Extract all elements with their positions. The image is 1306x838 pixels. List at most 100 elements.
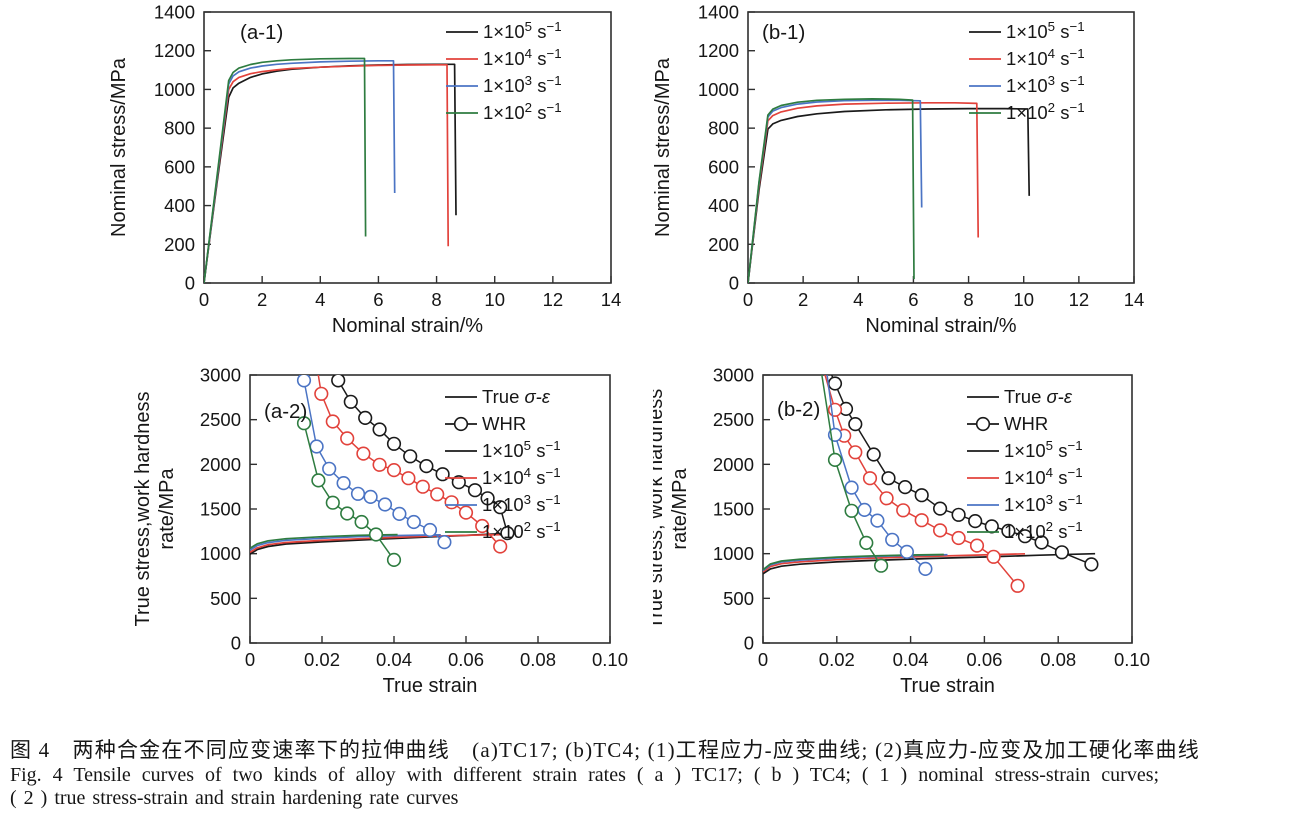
y-axis: 0 500 1000 1500 2000 2500 3000 bbox=[713, 365, 770, 654]
y-tick-label: 0 bbox=[185, 273, 195, 294]
x-axis: 0 2 4 6 8 10 12 14 bbox=[743, 276, 1144, 310]
series-line-true-stress-1e4 bbox=[763, 552, 1026, 573]
legend: True σ-ε WHR 1×105 s−1 1×104 s−1 1×103 s−1 1×… bbox=[445, 386, 561, 542]
series-marker-whr-1e4 bbox=[896, 503, 911, 518]
y-tick-label: 600 bbox=[708, 156, 739, 177]
y-tick-label: 2000 bbox=[713, 454, 754, 475]
y-tick-label: 3000 bbox=[200, 365, 241, 386]
y-axis: 0 200 400 600 800 1000 1200 1400 bbox=[698, 2, 755, 294]
x-tick-label: 0.08 bbox=[520, 649, 556, 670]
y-tick-label: 400 bbox=[164, 195, 195, 216]
legend: 1×105 s−1 1×104 s−1 1×103 s−1 1×102 s−1 bbox=[446, 19, 562, 123]
x-tick-label: 4 bbox=[853, 289, 863, 310]
series-marker-whr-1e2 bbox=[827, 452, 843, 467]
x-axis-label: True strain bbox=[383, 675, 478, 697]
legend-label: 1×103 s−1 bbox=[483, 73, 562, 96]
series-marker-whr-1e2 bbox=[874, 558, 889, 573]
series-marker-whr-1e3 bbox=[885, 532, 900, 547]
x-tick-label: 2 bbox=[257, 289, 267, 310]
legend-label: WHR bbox=[482, 413, 526, 434]
series-line-nominal-1e2 bbox=[204, 57, 367, 283]
x-tick-label: 0.06 bbox=[448, 649, 484, 670]
series-marker-whr-1e5 bbox=[403, 449, 418, 464]
x-tick-label: 0.02 bbox=[819, 649, 855, 670]
series-marker-whr-1e5 bbox=[984, 519, 999, 534]
legend-marker bbox=[453, 416, 469, 432]
series-marker-whr-1e5 bbox=[1054, 545, 1070, 560]
x-tick-label: 6 bbox=[373, 289, 383, 310]
series-marker-whr-1e4 bbox=[401, 471, 416, 486]
series-marker-whr-1e4 bbox=[372, 457, 387, 472]
series-layer bbox=[763, 375, 1099, 593]
y-tick-label: 1200 bbox=[154, 40, 195, 61]
series-marker-whr-1e3 bbox=[918, 561, 933, 576]
y-tick-label: 2500 bbox=[713, 409, 754, 430]
y-axis-label: True stress, work hardnessrate/MPa bbox=[653, 389, 691, 629]
x-axis-label: Nominal strain/% bbox=[332, 315, 483, 337]
series-marker-whr-1e3 bbox=[350, 486, 366, 501]
series-marker-whr-1e5 bbox=[343, 394, 358, 409]
legend-label: 1×105 s−1 bbox=[1006, 19, 1085, 42]
legend-label: 1×104 s−1 bbox=[482, 465, 561, 488]
series-line-nominal-1e4 bbox=[748, 101, 980, 283]
y-axis: 0 200 400 600 800 1000 1200 1400 bbox=[154, 2, 211, 294]
series-line-true-stress-1e5 bbox=[763, 552, 1096, 575]
series-marker-whr-1e5 bbox=[358, 410, 373, 425]
x-tick-label: 14 bbox=[1124, 289, 1145, 310]
legend-label: 1×105 s−1 bbox=[483, 19, 562, 42]
panel-label: (a-2) bbox=[264, 400, 307, 423]
series-marker-whr-1e3 bbox=[322, 461, 337, 476]
x-tick-label: 0 bbox=[199, 289, 209, 310]
y-tick-label: 200 bbox=[708, 234, 739, 255]
x-tick-label: 10 bbox=[484, 289, 505, 310]
y-tick-label: 1000 bbox=[713, 543, 754, 564]
y-tick-label: 1000 bbox=[200, 543, 241, 564]
y-tick-label: 0 bbox=[729, 273, 739, 294]
series-marker-whr-1e3 bbox=[377, 497, 393, 512]
series-marker-whr-1e2 bbox=[325, 495, 340, 510]
series-marker-whr-1e4 bbox=[458, 505, 474, 520]
y-tick-label: 0 bbox=[744, 633, 754, 654]
series-line-nominal-1e5 bbox=[204, 63, 457, 283]
x-tick-label: 0.08 bbox=[1040, 649, 1076, 670]
series-marker-whr-1e4 bbox=[493, 539, 508, 554]
series-marker-whr-1e5 bbox=[1084, 557, 1099, 572]
legend-label: 1×102 s−1 bbox=[1006, 100, 1085, 123]
series-marker-whr-1e3 bbox=[363, 489, 378, 504]
series-marker-whr-1e4 bbox=[969, 538, 985, 553]
y-tick-label: 600 bbox=[164, 156, 195, 177]
series-line-nominal-1e3 bbox=[204, 59, 396, 283]
y-tick-label: 500 bbox=[210, 588, 241, 609]
x-tick-label: 2 bbox=[798, 289, 808, 310]
y-axis: 0 500 1000 1500 2000 2500 3000 bbox=[200, 365, 257, 654]
legend-label: 1×104 s−1 bbox=[1006, 46, 1085, 69]
legend-label: 1×103 s−1 bbox=[1004, 492, 1083, 515]
series-marker-whr-1e4 bbox=[415, 479, 430, 494]
caption-english-line1: Fig. 4 Tensile curves of two kinds of al… bbox=[10, 764, 1160, 786]
chart-a2-true-stress-whr-tc17: 0 0.02 0.04 0.06 0.08 0.10 True strain 0 500 1000… bbox=[132, 365, 628, 698]
y-axis-label: Nominal stress/MPa bbox=[653, 57, 674, 237]
x-tick-label: 0.06 bbox=[966, 649, 1002, 670]
series-marker-whr-1e3 bbox=[406, 514, 421, 530]
panel-label: (b-1) bbox=[762, 21, 805, 44]
legend-label: 1×105 s−1 bbox=[482, 438, 561, 461]
series-marker-whr-1e5 bbox=[951, 507, 966, 522]
series-marker-whr-1e4 bbox=[475, 518, 490, 534]
x-tick-label: 8 bbox=[431, 289, 441, 310]
x-axis-label: True strain bbox=[900, 675, 995, 697]
series-marker-whr-1e2 bbox=[354, 514, 369, 530]
series-marker-whr-1e5 bbox=[881, 471, 896, 486]
series-marker-whr-1e5 bbox=[898, 480, 913, 495]
y-tick-label: 1000 bbox=[698, 79, 739, 100]
series-marker-whr-1e5 bbox=[1034, 535, 1049, 550]
x-axis: 0 0.02 0.04 0.06 0.08 0.10 bbox=[245, 636, 628, 670]
series-marker-whr-1e5 bbox=[848, 416, 863, 432]
series-marker-whr-1e4 bbox=[1010, 578, 1025, 593]
series-marker-whr-1e3 bbox=[870, 513, 885, 528]
panel-label: (a-1) bbox=[240, 21, 283, 44]
chart-b1-nominal-stress-strain-tc4: 0 2 4 6 8 10 12 14 Nominal strain/% 0 200 400 600 800… bbox=[653, 2, 1144, 338]
x-tick-label: 4 bbox=[315, 289, 325, 310]
series-marker-whr-1e4 bbox=[430, 487, 445, 502]
series-marker-whr-1e4 bbox=[951, 530, 966, 546]
series-marker-whr-1e3 bbox=[422, 522, 438, 538]
